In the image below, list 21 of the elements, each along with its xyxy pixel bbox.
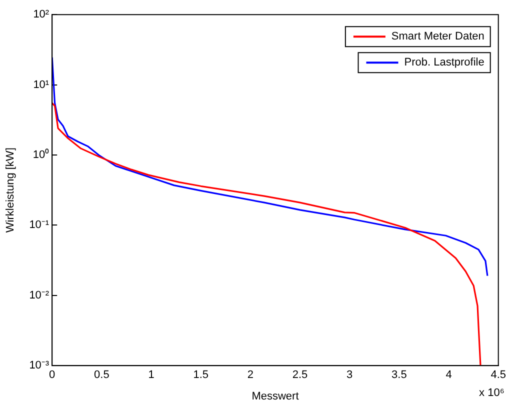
x-tick-label: 3.5	[392, 369, 407, 382]
x-tick-label: 1.5	[193, 369, 208, 382]
y-axis-title: Wirkleistung [kW]	[4, 148, 17, 233]
text: x 10⁶	[479, 387, 504, 400]
x-tick-label: 0.5	[94, 369, 110, 382]
x-tick-label: 0	[49, 369, 56, 382]
x-tick-label: 1	[148, 369, 154, 382]
x-tick-label: 3	[346, 369, 353, 382]
legend-label: Smart Meter Daten	[391, 30, 484, 43]
y-tick-label: 10¹	[33, 78, 50, 91]
x-axis-title: Messwert	[252, 390, 299, 402]
x-tick-label: 4.5	[490, 369, 506, 382]
y-tick-label: 10⁰	[32, 148, 50, 162]
legend-label: Prob. Lastprofile	[404, 56, 484, 69]
y-tick-label: 10⁻³	[29, 360, 50, 372]
y-tick-label: 10²	[33, 8, 50, 21]
x-tick-label: 2	[247, 369, 254, 382]
y-tick-label: 10⁻²	[29, 289, 50, 302]
x-tick-label: 4	[446, 369, 452, 382]
x-tick-label: 2.5	[292, 369, 308, 382]
y-tick-label: 10⁻¹	[29, 219, 50, 232]
